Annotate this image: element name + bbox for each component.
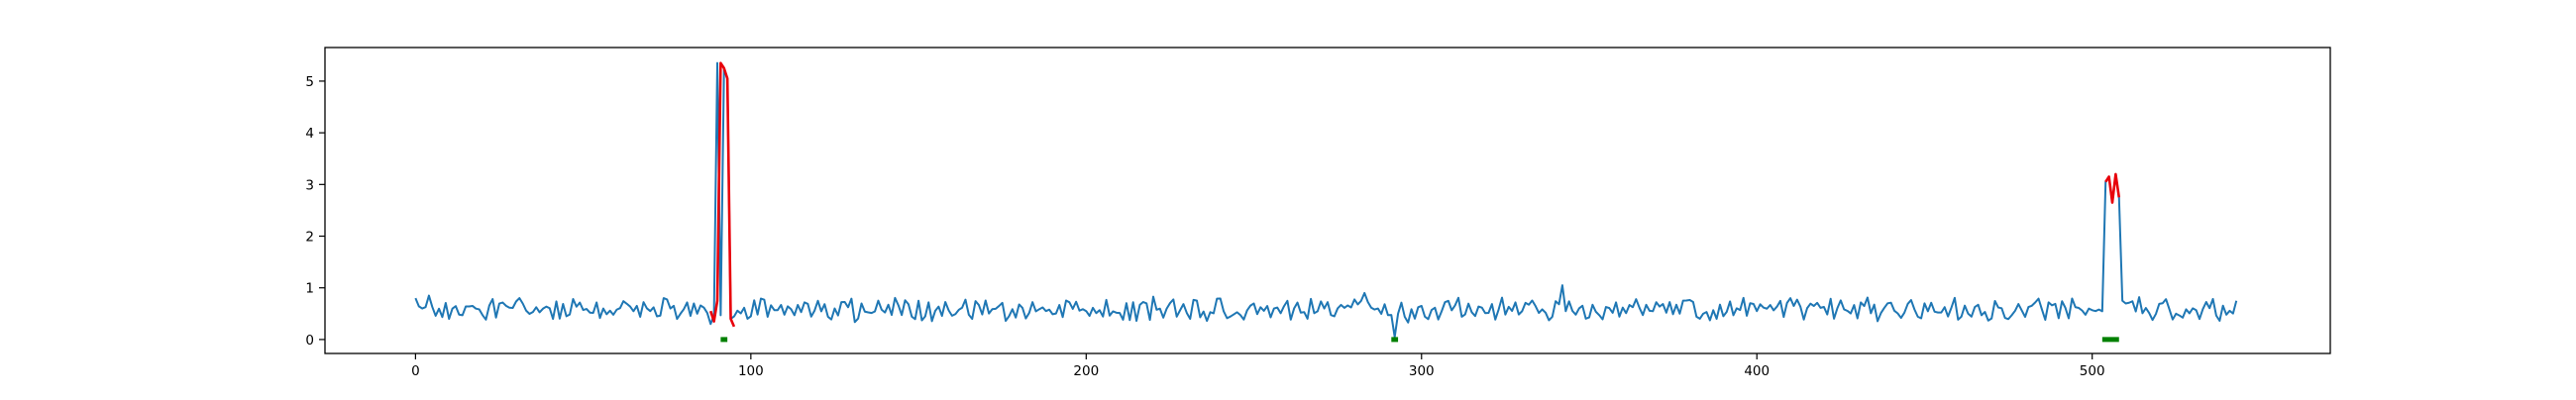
x-tick-label: 100 — [738, 363, 764, 379]
x-tick-label: 300 — [1409, 363, 1435, 379]
plot-area — [414, 61, 2238, 343]
axes: 0 100 200 300 400 500 0 1 2 3 4 5 — [305, 47, 2331, 379]
y-tick-label: 4 — [305, 126, 314, 142]
x-tick-label: 0 — [411, 363, 420, 379]
y-tick-label: 3 — [305, 177, 314, 193]
y-tick-label: 1 — [305, 281, 314, 297]
detected-anomaly-segment-2 — [2104, 172, 2121, 204]
x-tick-label: 400 — [1744, 363, 1770, 379]
y-tick-label: 2 — [305, 230, 314, 246]
y-tick-label: 0 — [305, 333, 314, 349]
x-tick-label: 500 — [2080, 363, 2105, 379]
x-tick-label: 200 — [1073, 363, 1099, 379]
y-tick-label: 5 — [305, 74, 314, 90]
detected-anomaly-segment-1 — [708, 61, 736, 328]
axes-frame — [324, 47, 2331, 354]
